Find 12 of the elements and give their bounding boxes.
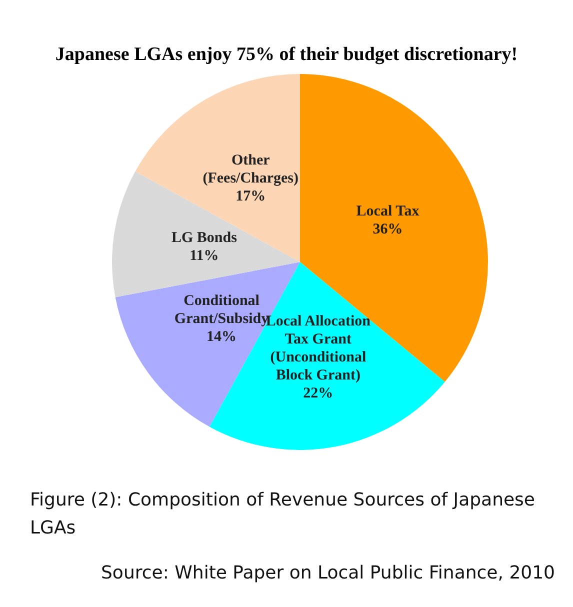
slice-label: LG Bonds [171,230,238,246]
data-label: 22% [303,385,334,402]
slice-label: Local Allocation Tax Grant (Unconditional Block Grant) [266,313,372,384]
data-label: 14% [206,329,237,346]
data-label: 11% [190,248,219,264]
text: Figure (2): Composition of Revenue Sources of Japanese LGAs [30,490,536,538]
chart-title: Japanese LGAs enjoy 75% of their budget discretionary! [55,44,518,65]
data-label: 36% [372,222,403,238]
data-label: 17% [236,188,266,205]
source-note: Source: White Paper on Local Public Finance, 2010 [101,562,556,584]
slice-label: Other (Fees/Charges) [202,152,299,187]
slice-label: Local Tax [356,204,420,220]
